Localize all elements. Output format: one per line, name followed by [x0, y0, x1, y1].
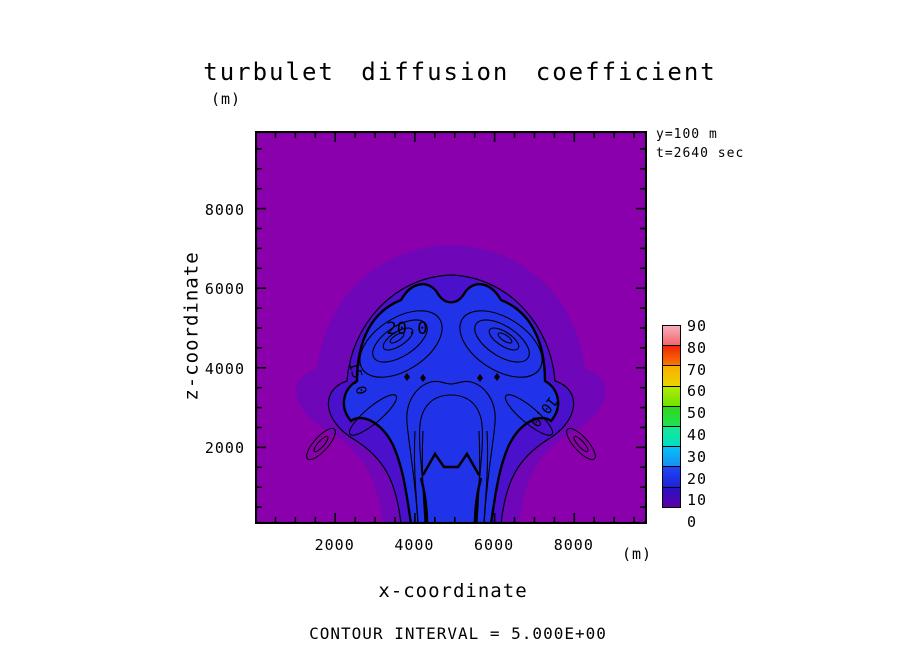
colorbar-label: 80 [687, 338, 708, 357]
z-tick-label: 6000 [204, 280, 245, 299]
slice-annotation: y=100 m [656, 127, 718, 142]
contour-label-20: 20.0 [387, 319, 428, 339]
contour-plot: 20.0 15.0 10.0 [255, 131, 647, 524]
colorbar-label: 60 [687, 382, 708, 401]
page-title: turbulet diffusion coefficient [203, 58, 717, 86]
z-tick-label: 8000 [204, 200, 245, 219]
x-tick-label: 2000 [314, 536, 355, 554]
z-tick-label: 2000 [204, 439, 245, 458]
x-tick-label: 6000 [474, 536, 515, 554]
colorbar-cell [662, 486, 681, 509]
colorbar-cell [662, 365, 681, 388]
colorbar-label: 70 [687, 360, 708, 379]
colorbar-cell [662, 466, 681, 489]
z-tick-label: 4000 [204, 359, 245, 378]
colorbar-label: 10 [687, 491, 708, 510]
z-axis-unit-label: (m) [211, 90, 242, 108]
colorbar-cell [662, 345, 681, 367]
colorbar [662, 325, 681, 509]
plot-frame [255, 131, 647, 524]
colorbar-label: 90 [687, 317, 708, 335]
colorbar-cell [662, 446, 681, 469]
colorbar-label: 20 [687, 469, 708, 488]
x-axis-title: x-coordinate [378, 580, 528, 602]
z-axis-title: z-coordinate [180, 251, 203, 401]
colorbar-label: 0 [687, 513, 698, 532]
colorbar-cell [662, 426, 681, 448]
axis-ticks [257, 133, 645, 522]
time-annotation: t=2640 sec [656, 146, 745, 161]
colorbar-cell [662, 385, 681, 408]
x-tick-label: 4000 [394, 536, 435, 554]
colorbar-cell [662, 325, 681, 347]
colorbar-cell [662, 405, 681, 428]
colorbar-label: 40 [687, 426, 708, 444]
contour-lines [306, 274, 596, 524]
x-axis-unit-label: (m) [622, 545, 653, 563]
contour-interval-text: CONTOUR INTERVAL = 5.000E+00 [309, 624, 607, 643]
speck-contours [404, 373, 500, 382]
colorbar-label: 30 [687, 447, 708, 466]
x-tick-label: 8000 [553, 536, 594, 554]
colorbar-label: 50 [687, 404, 708, 423]
